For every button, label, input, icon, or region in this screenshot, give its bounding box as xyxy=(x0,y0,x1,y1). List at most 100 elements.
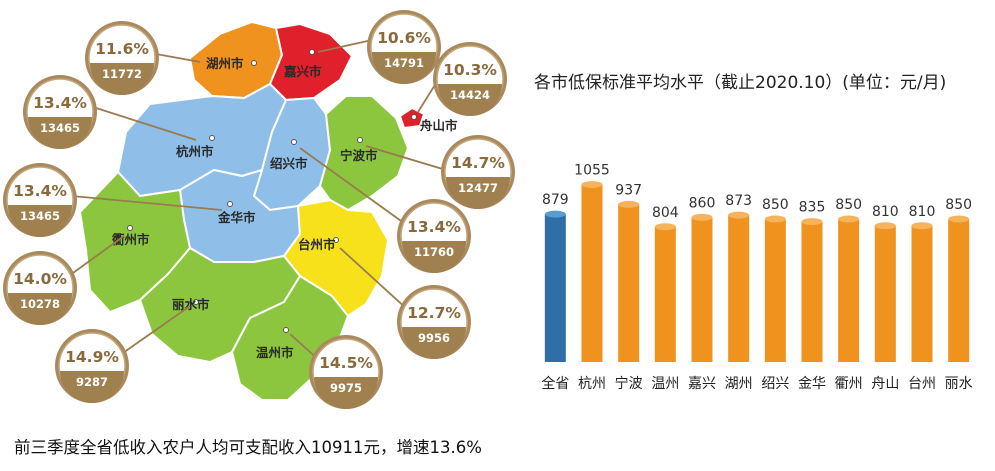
city-dot xyxy=(283,327,289,333)
leader-line xyxy=(95,107,197,141)
bar-cap xyxy=(654,223,676,231)
category-label: 金华 xyxy=(798,376,826,392)
category-label: 嘉兴 xyxy=(688,376,716,392)
bar-value-label: 860 xyxy=(689,195,716,211)
city-dot xyxy=(411,114,417,120)
leader-line xyxy=(155,53,201,63)
bar-value-label: 810 xyxy=(909,204,936,220)
category-label: 绍兴 xyxy=(761,376,789,392)
city-label-huzhou: 湖州市 xyxy=(206,56,244,71)
badge-income: 9975 xyxy=(330,381,362,395)
city-dot xyxy=(333,237,339,243)
badge-income: 9956 xyxy=(418,331,450,345)
city-label-hangzhou: 杭州市 xyxy=(176,144,214,159)
bar-cap xyxy=(581,181,603,189)
city-label-zhoushan: 舟山市 xyxy=(420,118,458,133)
badge-pct: 14.5% xyxy=(319,354,373,372)
region-ningbo xyxy=(319,95,409,211)
category-label: 宁波 xyxy=(615,375,643,392)
badge-jinhua: 13.4% 13465 xyxy=(3,163,77,237)
bar-cap xyxy=(911,222,933,230)
category-label: 湖州 xyxy=(725,376,753,392)
badge-pct: 10.6% xyxy=(377,29,431,47)
city-dot xyxy=(209,135,215,141)
category-label: 全省 xyxy=(541,375,569,392)
city-dot xyxy=(357,137,363,143)
city-dot xyxy=(291,139,297,145)
city-label-jiaxing: 嘉兴市 xyxy=(283,64,322,79)
badge-shaoxing: 13.4% 11760 xyxy=(397,199,471,273)
category-label: 丽水 xyxy=(945,376,973,392)
badge-pct: 13.4% xyxy=(33,94,87,112)
bar-cap xyxy=(544,210,566,218)
bar-cap xyxy=(764,215,786,223)
city-label-wenzhou: 温州市 xyxy=(256,345,294,360)
bar-value-label: 879 xyxy=(542,192,569,208)
city-label-lishui: 丽水市 xyxy=(172,297,210,312)
badge-income: 11772 xyxy=(102,67,142,81)
badge-ningbo: 14.7% 12477 xyxy=(441,135,515,209)
badge-pct: 13.4% xyxy=(407,218,461,236)
bar xyxy=(874,225,896,362)
badge-pct: 14.0% xyxy=(13,270,67,288)
bar xyxy=(838,219,860,362)
badge-income: 12477 xyxy=(458,181,498,195)
bar-cap xyxy=(801,218,823,226)
badge-pct: 13.4% xyxy=(13,182,67,200)
bar xyxy=(618,204,640,362)
city-dot xyxy=(251,60,257,66)
badge-income: 13465 xyxy=(20,209,60,223)
leader-line xyxy=(365,145,447,171)
bar xyxy=(654,226,676,362)
category-label: 台州 xyxy=(908,376,936,392)
bar-value-label: 810 xyxy=(872,204,899,220)
leader-line xyxy=(65,235,125,279)
city-dot xyxy=(127,225,133,231)
bar-cap xyxy=(728,211,750,219)
city-dot xyxy=(227,201,233,207)
city-label-shaoxing: 绍兴市 xyxy=(270,156,308,171)
badge-pct: 14.9% xyxy=(65,348,119,366)
bar xyxy=(728,215,750,362)
map-regions xyxy=(79,21,425,401)
city-label-jinhua: 金华市 xyxy=(217,210,256,225)
category-label: 衢州 xyxy=(835,375,863,392)
category-label: 杭州 xyxy=(578,376,606,392)
bar-value-label: 850 xyxy=(835,197,862,213)
badge-zhoushan: 10.3% 14424 xyxy=(433,42,507,116)
category-label: 舟山 xyxy=(871,376,899,392)
region-jiaxing xyxy=(269,23,353,101)
leader-line xyxy=(339,247,409,311)
city-dot xyxy=(193,299,199,305)
bar xyxy=(948,219,970,362)
city-label-taizhou: 台州市 xyxy=(298,237,336,252)
badge-income: 10278 xyxy=(20,297,60,311)
bar-value-label: 1055 xyxy=(574,163,610,179)
badge-income: 14791 xyxy=(384,56,424,70)
badge-quzhou: 14.0% 10278 xyxy=(3,251,77,325)
badge-pct: 14.7% xyxy=(451,154,505,172)
footer-note: 前三季度全省低收入农户人均可支配收入10911元，增速13.6% xyxy=(14,438,482,457)
bar-cap xyxy=(838,215,860,223)
bar-value-label: 937 xyxy=(615,182,642,198)
city-dot xyxy=(309,49,315,55)
bar-value-label: 835 xyxy=(799,200,826,216)
badge-income: 9287 xyxy=(76,375,108,389)
bar-cap xyxy=(874,222,896,230)
bar xyxy=(544,214,566,362)
bar-cap xyxy=(618,200,640,208)
bar-value-label: 850 xyxy=(945,197,972,213)
leader-line xyxy=(317,39,373,53)
bar-chart: 879 全省 1055 杭州 937 宁波 804 温州 860 嘉兴 873 湖州 850 绍兴 835 金… xyxy=(541,163,973,392)
badge-taizhou: 12.7% 9956 xyxy=(397,285,471,359)
leader-line xyxy=(299,147,409,227)
badge-wenzhou: 14.5% 9975 xyxy=(309,335,383,409)
badge-lishui: 14.9% 9287 xyxy=(55,329,129,403)
bar xyxy=(581,184,603,362)
badge-income: 11760 xyxy=(414,245,454,259)
city-dots xyxy=(127,49,417,333)
bar-value-label: 850 xyxy=(762,197,789,213)
bar xyxy=(911,225,933,362)
bar xyxy=(691,217,713,362)
bar-cap xyxy=(691,213,713,221)
